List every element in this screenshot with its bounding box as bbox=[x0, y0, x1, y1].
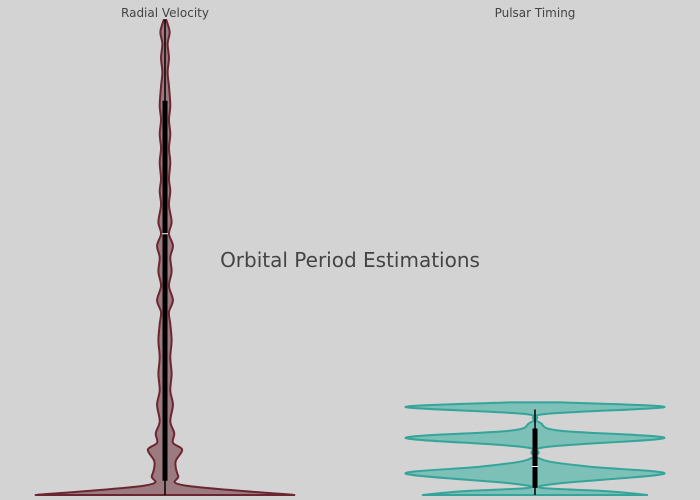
iqr-box-pulsar-timing bbox=[532, 428, 538, 488]
chart-title: Orbital Period Estimations bbox=[220, 248, 480, 272]
iqr-box-radial-velocity bbox=[162, 100, 168, 481]
violins bbox=[34, 19, 666, 496]
category-label-radial-velocity: Radial Velocity bbox=[121, 6, 209, 20]
category-label-pulsar-timing: Pulsar Timing bbox=[495, 6, 576, 20]
